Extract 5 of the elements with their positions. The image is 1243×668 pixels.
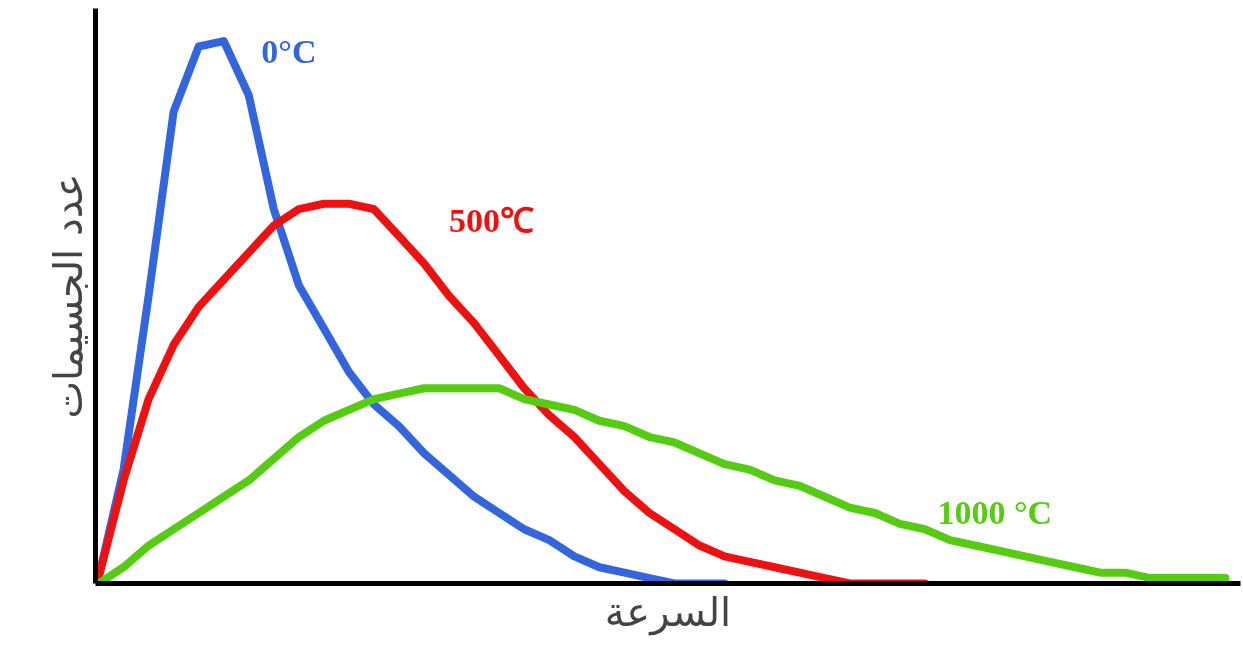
series-label: 1000 °C [937, 494, 1053, 532]
x-axis-title: السرعة [604, 588, 732, 636]
series-label: 0°C [261, 33, 317, 71]
y-axis-title: عدد الجسيمات [44, 173, 91, 419]
series-label: 500℃ [449, 201, 535, 239]
